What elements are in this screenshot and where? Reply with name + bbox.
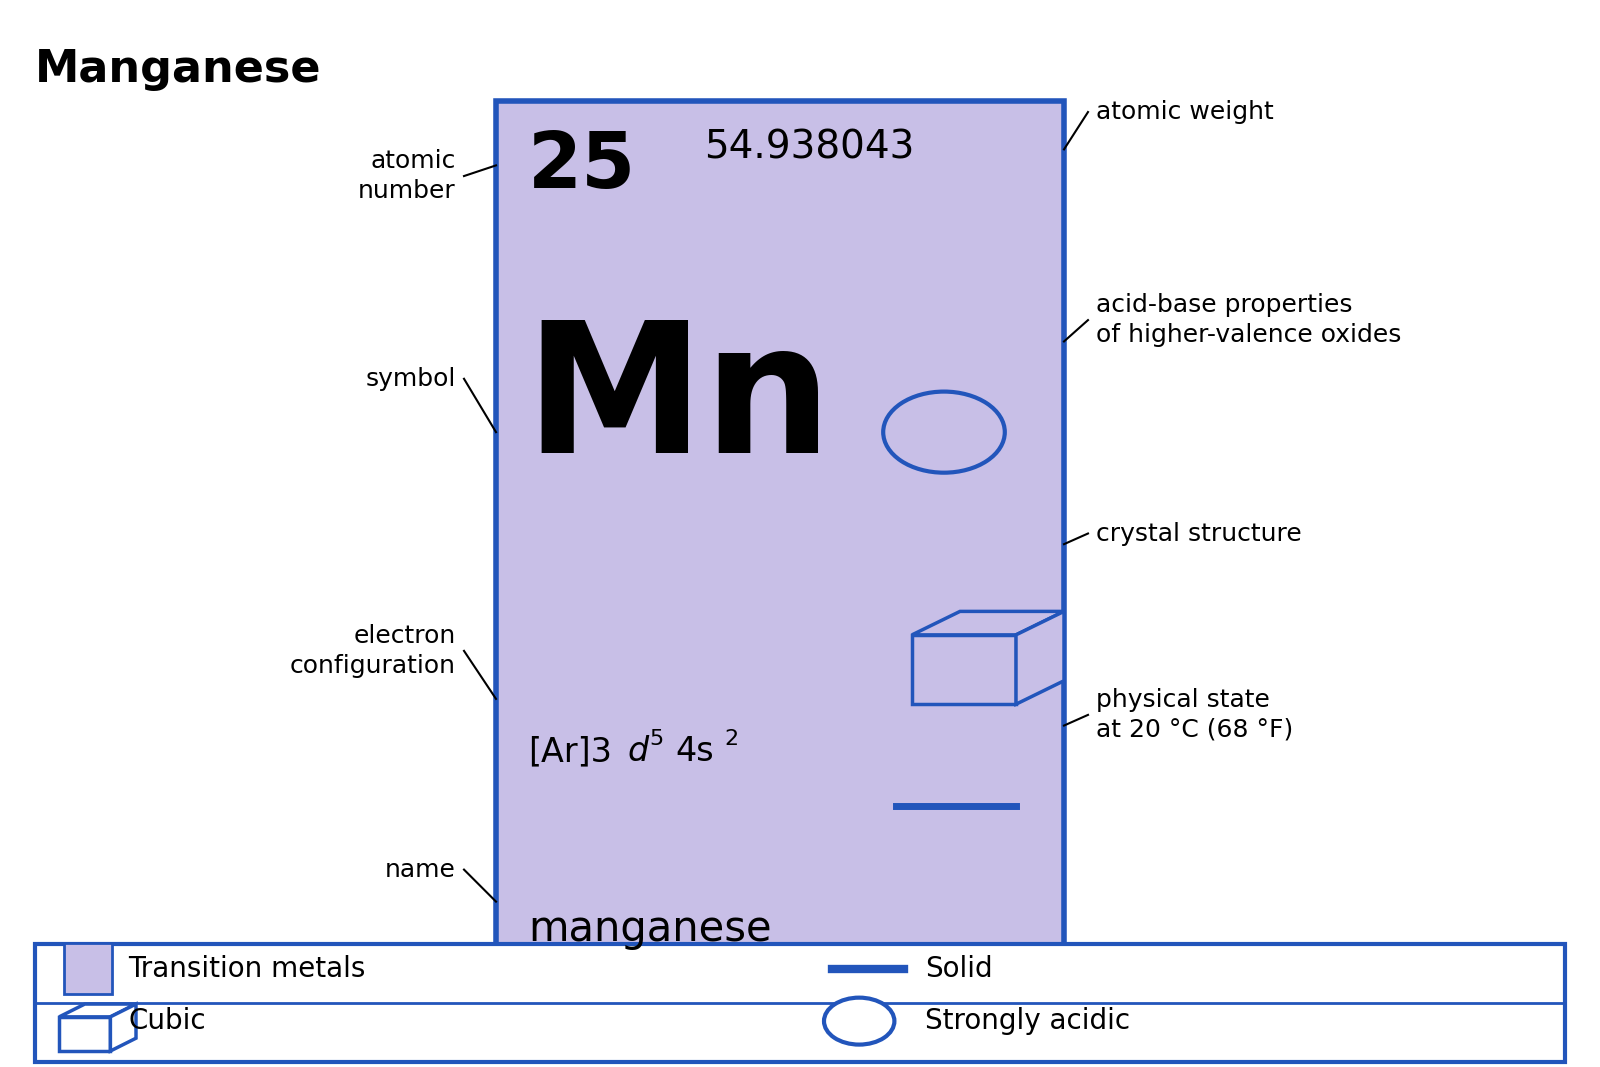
Text: Solid: Solid	[925, 955, 992, 983]
Text: symbol: symbol	[366, 367, 456, 391]
Text: Strongly acidic: Strongly acidic	[925, 1007, 1130, 1035]
Text: [Ar]3: [Ar]3	[528, 735, 611, 768]
Text: 2: 2	[725, 729, 739, 749]
Text: 54.938043: 54.938043	[704, 128, 914, 166]
Text: atomic weight: atomic weight	[1096, 100, 1274, 124]
Text: crystal structure: crystal structure	[1096, 522, 1302, 545]
Text: physical state
at 20 °C (68 °F): physical state at 20 °C (68 °F)	[1096, 688, 1293, 742]
Text: Manganese: Manganese	[35, 48, 322, 91]
Text: atomic
number: atomic number	[358, 149, 456, 203]
Text: acid-base properties
of higher-valence oxides: acid-base properties of higher-valence o…	[1096, 293, 1402, 347]
Text: name: name	[386, 858, 456, 881]
Text: electron
configuration: electron configuration	[290, 624, 456, 678]
Text: 4s: 4s	[675, 735, 714, 768]
Text: 5: 5	[650, 729, 664, 749]
Text: Mn: Mn	[525, 315, 834, 491]
Text: Cubic: Cubic	[128, 1007, 206, 1035]
Text: Transition metals: Transition metals	[128, 955, 365, 983]
Text: 25: 25	[528, 128, 637, 204]
Text: d: d	[627, 735, 648, 768]
Text: manganese: manganese	[528, 908, 771, 950]
